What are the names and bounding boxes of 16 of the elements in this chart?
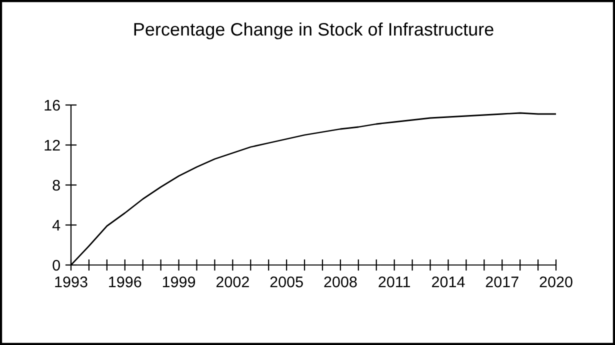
y-tick-label: 8 [52,180,60,191]
x-tick-label: 2014 [432,276,465,288]
chart-title: Percentage Change in Stock of Infrastructure [134,22,494,40]
y-tick-label: 4 [52,220,60,231]
x-tick-label: 2008 [324,276,357,288]
x-tick-label: 2002 [216,276,249,288]
x-tick-label: 1999 [162,276,196,288]
x-tick-label: 1993 [55,276,88,288]
y-tick-label: 16 [44,100,60,111]
x-tick-label: 1996 [109,276,142,288]
y-tick-label: 12 [44,140,60,151]
x-tick-label: 2005 [270,276,303,288]
x-tick-label: 2011 [378,276,410,288]
y-tick-label: 0 [52,260,60,271]
x-tick-label: 2020 [540,276,572,288]
x-tick-label: 2017 [486,276,518,288]
